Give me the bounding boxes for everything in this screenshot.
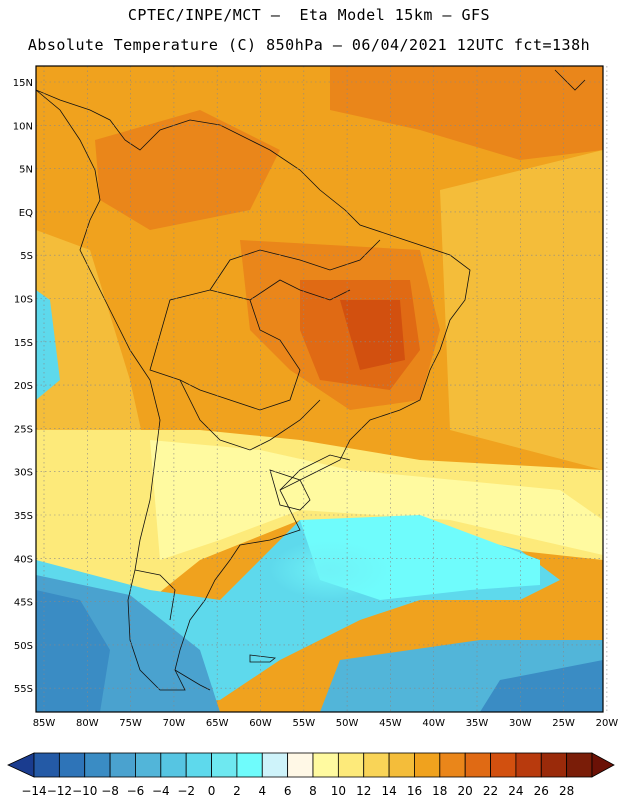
colorbar-label: 10 xyxy=(331,784,346,798)
colorbar-swatch xyxy=(109,752,136,778)
colorbar-label: −6 xyxy=(127,784,145,798)
lat-label: 45S xyxy=(14,598,33,609)
colorbar-label: 18 xyxy=(432,784,447,798)
lat-label: 5N xyxy=(19,165,33,176)
lon-label: 50W xyxy=(336,718,359,729)
colorbar-swatch xyxy=(287,752,314,778)
lat-label: 55S xyxy=(14,684,33,695)
lat-label: 10N xyxy=(13,121,33,132)
colorbar-label: 0 xyxy=(208,784,216,798)
lon-label: 35W xyxy=(466,718,489,729)
colorbar-swatch xyxy=(185,752,212,778)
lat-label: 35S xyxy=(14,511,33,522)
colorbar: −14 −12 −10 −8 −6 −4 −2 0 2 4 6 8 10 12 14 16 18 20 22 24 26… xyxy=(7,752,615,798)
lon-label: 25W xyxy=(552,718,575,729)
colorbar-label: −12 xyxy=(47,784,72,798)
coastline xyxy=(36,69,586,691)
colorbar-swatch xyxy=(160,752,187,778)
colorbar-label: −4 xyxy=(152,784,170,798)
colorbar-swatch xyxy=(363,752,390,778)
colorbar-swatch xyxy=(464,752,491,778)
colorbar-swatch xyxy=(58,752,86,778)
colorbar-label: 12 xyxy=(356,784,371,798)
lat-label: 25S xyxy=(14,424,33,435)
lon-label: 40W xyxy=(422,718,445,729)
colorbar-min-arrow xyxy=(7,752,35,778)
lon-label: 75W xyxy=(119,718,142,729)
lon-label: 85W xyxy=(33,718,56,729)
lat-label: 20S xyxy=(14,381,33,392)
map-frame xyxy=(35,65,604,713)
colorbar-swatch xyxy=(236,752,263,778)
colorbar-swatch xyxy=(135,752,162,778)
map-subtitle: Absolute Temperature (C) 850hPa – 06/04/… xyxy=(27,36,591,54)
graticule xyxy=(36,66,608,712)
lon-label: 80W xyxy=(76,718,99,729)
latitude-labels: 15N 10N 5N EQ 5S 10S 15S 20S 25S 30S 35S 40S 45S 50S 5… xyxy=(13,78,33,695)
colorbar-swatch xyxy=(337,752,365,778)
colorbar-label: −14 xyxy=(21,784,46,798)
colorbar-label: 16 xyxy=(407,784,422,798)
longitude-labels: 85W 80W 75W 70W 65W 60W 55W 50W 45W 40W 35W 30W 25W 2… xyxy=(33,718,618,729)
lon-label: 45W xyxy=(379,718,402,729)
colorbar-label: 6 xyxy=(284,784,292,798)
colorbar-label: 2 xyxy=(233,784,241,798)
lon-label: 30W xyxy=(509,718,532,729)
lat-label: 40S xyxy=(14,554,33,565)
colorbar-swatch xyxy=(84,752,111,778)
lon-label: 55W xyxy=(292,718,315,729)
colorbar-label: 8 xyxy=(309,784,317,798)
colorbar-label: 20 xyxy=(458,784,473,798)
lat-label: 15N xyxy=(13,78,33,89)
colorbar-label: 26 xyxy=(534,784,549,798)
colorbar-swatch xyxy=(211,752,238,778)
colorbar-swatch xyxy=(261,752,289,778)
lon-label: 70W xyxy=(163,718,186,729)
lat-label: 5S xyxy=(20,251,33,262)
colorbar-label: 4 xyxy=(258,784,266,798)
colorbar-swatch xyxy=(414,752,441,778)
colorbar-label: −10 xyxy=(72,784,97,798)
colorbar-swatch xyxy=(566,752,593,778)
colorbar-label: 24 xyxy=(508,784,523,798)
colorbar-label: 14 xyxy=(381,784,396,798)
lat-label: 10S xyxy=(14,295,33,306)
colorbar-swatch xyxy=(540,752,568,778)
colorbar-swatch xyxy=(490,752,517,778)
lat-label: 50S xyxy=(14,641,33,652)
colorbar-label: −2 xyxy=(177,784,195,798)
colorbar-swatch xyxy=(33,752,60,778)
colorbar-label: 28 xyxy=(559,784,574,798)
colorbar-swatch xyxy=(439,752,466,778)
lat-label: EQ xyxy=(19,208,33,219)
temperature-field xyxy=(36,66,603,712)
colorbar-max-arrow xyxy=(591,752,615,778)
lon-label: 65W xyxy=(206,718,229,729)
colorbar-swatch xyxy=(515,752,542,778)
lat-label: 30S xyxy=(14,468,33,479)
colorbar-label: 22 xyxy=(483,784,498,798)
colorbar-swatch xyxy=(388,752,415,778)
colorbar-swatch xyxy=(312,752,339,778)
lon-label: 20W xyxy=(596,718,618,729)
lon-label: 60W xyxy=(249,718,272,729)
colorbar-label: −8 xyxy=(101,784,119,798)
map-title: CPTEC/INPE/MCT – Eta Model 15km – GFS xyxy=(127,6,491,24)
lat-label: 15S xyxy=(14,338,33,349)
